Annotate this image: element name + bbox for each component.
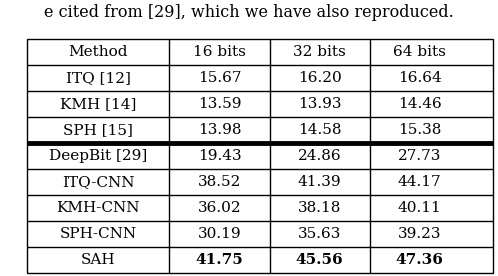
Text: 47.36: 47.36 <box>396 253 444 267</box>
Text: 15.67: 15.67 <box>198 71 241 85</box>
Text: ITQ [12]: ITQ [12] <box>66 71 131 85</box>
Text: SPH [15]: SPH [15] <box>63 123 133 137</box>
Text: 39.23: 39.23 <box>398 227 441 241</box>
Text: 38.52: 38.52 <box>198 175 241 189</box>
Text: 15.38: 15.38 <box>398 123 441 137</box>
Text: 41.75: 41.75 <box>196 253 244 267</box>
Text: 13.98: 13.98 <box>198 123 241 137</box>
Text: 13.59: 13.59 <box>198 97 241 111</box>
Text: 14.46: 14.46 <box>398 97 442 111</box>
Text: 36.02: 36.02 <box>198 201 241 215</box>
Text: 16 bits: 16 bits <box>193 45 246 59</box>
Text: 45.56: 45.56 <box>296 253 344 267</box>
Text: SAH: SAH <box>81 253 116 267</box>
Bar <box>27 39 493 273</box>
Text: KMH-CNN: KMH-CNN <box>57 201 140 215</box>
Text: 30.19: 30.19 <box>198 227 241 241</box>
Text: 35.63: 35.63 <box>298 227 341 241</box>
Text: 64 bits: 64 bits <box>393 45 446 59</box>
Text: 19.43: 19.43 <box>198 149 241 163</box>
Text: ITQ-CNN: ITQ-CNN <box>62 175 134 189</box>
Text: 41.39: 41.39 <box>298 175 342 189</box>
Text: 32 bits: 32 bits <box>293 45 346 59</box>
Text: 16.20: 16.20 <box>298 71 342 85</box>
Text: 44.17: 44.17 <box>398 175 442 189</box>
Text: KMH [14]: KMH [14] <box>60 97 136 111</box>
Text: 27.73: 27.73 <box>398 149 441 163</box>
Text: 13.93: 13.93 <box>298 97 341 111</box>
Text: 14.58: 14.58 <box>298 123 341 137</box>
Text: DeepBit [29]: DeepBit [29] <box>49 149 147 163</box>
Text: Method: Method <box>69 45 128 59</box>
Text: 38.18: 38.18 <box>298 201 341 215</box>
Text: SPH-CNN: SPH-CNN <box>60 227 137 241</box>
Text: 40.11: 40.11 <box>398 201 442 215</box>
Text: e cited from [29], which we have also reproduced.: e cited from [29], which we have also re… <box>44 4 454 21</box>
Text: 24.86: 24.86 <box>298 149 342 163</box>
Text: 16.64: 16.64 <box>398 71 442 85</box>
